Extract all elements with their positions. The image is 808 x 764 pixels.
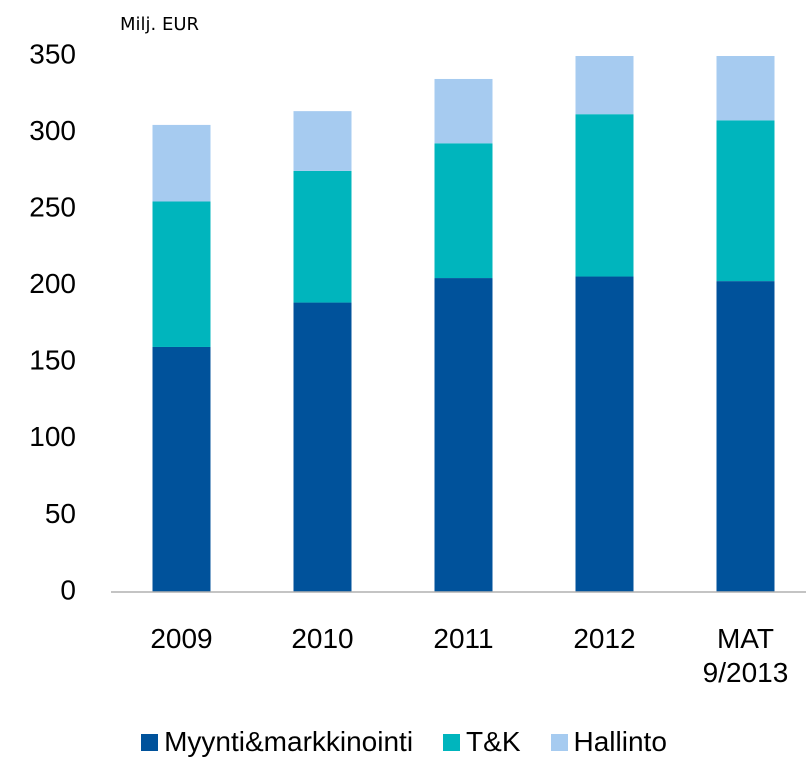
y-axis-label: Milj. EUR bbox=[120, 14, 200, 35]
bar-segment bbox=[575, 276, 634, 592]
legend-label: Myynti&markkinointi bbox=[164, 726, 414, 757]
legend-item: T&K bbox=[443, 726, 521, 758]
bar-segment bbox=[716, 56, 775, 121]
bar-segment bbox=[434, 278, 493, 592]
legend-item: Myynti&markkinointi bbox=[141, 726, 413, 758]
y-tick-label: 50 bbox=[45, 498, 76, 529]
plot: 0 50 100 150 200 250 300 350 bbox=[29, 38, 806, 605]
y-tick-label: 100 bbox=[29, 421, 76, 452]
y-tick-label: 0 bbox=[60, 574, 76, 605]
bar-segment bbox=[293, 111, 352, 171]
bar-segment bbox=[152, 201, 211, 347]
legend-item: Hallinto bbox=[550, 726, 667, 758]
x-tick-label: MAT 9/2013 bbox=[702, 623, 789, 688]
bar-segment bbox=[293, 170, 352, 303]
bar-segment bbox=[575, 56, 634, 115]
bar-segment bbox=[434, 143, 493, 279]
bar-segment bbox=[575, 114, 634, 277]
bar-segment bbox=[716, 120, 775, 282]
legend-label: Hallinto bbox=[573, 726, 667, 757]
legend-swatch bbox=[141, 733, 159, 751]
legend-label: T&K bbox=[466, 726, 521, 757]
y-tick-label: 200 bbox=[29, 268, 76, 299]
x-tick-label: 2010 bbox=[291, 623, 354, 654]
legend-swatch bbox=[550, 733, 568, 751]
legend: Myynti&markkinointi T&K Hallinto bbox=[0, 726, 808, 758]
x-tick-label: 2012 bbox=[573, 623, 636, 654]
y-tick-label: 300 bbox=[29, 115, 76, 146]
bar-segment bbox=[716, 281, 775, 592]
bar-segment bbox=[434, 78, 493, 144]
x-tick-label: 2009 bbox=[150, 623, 213, 654]
y-tick-label: 150 bbox=[29, 345, 76, 376]
y-tick-label: 350 bbox=[29, 38, 76, 69]
y-tick-label: 250 bbox=[29, 192, 76, 223]
x-tick-label: 2011 bbox=[433, 623, 494, 654]
bar-segment bbox=[152, 124, 211, 202]
bar-segment bbox=[152, 346, 211, 592]
bar-segment bbox=[293, 302, 352, 592]
legend-swatch bbox=[443, 733, 461, 751]
